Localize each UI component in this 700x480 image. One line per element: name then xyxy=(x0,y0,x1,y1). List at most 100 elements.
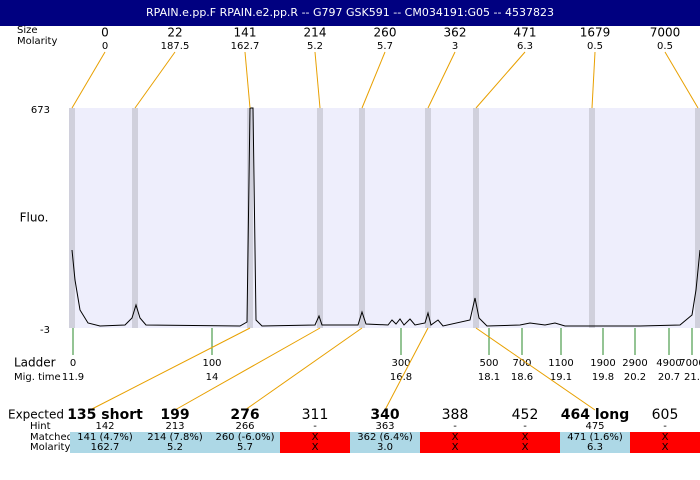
peak-molarity: 5.2 xyxy=(307,41,323,52)
peak-connector xyxy=(314,51,321,109)
hint: - xyxy=(523,421,527,432)
matched-cell xyxy=(560,432,630,453)
match-connector xyxy=(174,327,321,411)
ladder-time: 21. xyxy=(684,372,700,383)
expected: 199 xyxy=(160,407,189,423)
peak-band xyxy=(473,108,479,328)
expected: 388 xyxy=(442,407,469,423)
matched: 471 (1.6%) xyxy=(567,432,623,443)
molarity: X xyxy=(522,442,529,453)
molarity: X xyxy=(662,442,669,453)
ladder-size: 0 xyxy=(70,358,76,369)
peak-connector xyxy=(361,51,386,109)
trace xyxy=(71,107,700,327)
peak-connector xyxy=(244,51,251,109)
peak-molarity: 162.7 xyxy=(231,41,260,52)
hint: - xyxy=(663,421,667,432)
hint: 266 xyxy=(235,421,254,432)
peak-molarity: 187.5 xyxy=(161,41,190,52)
peak-band xyxy=(589,108,595,328)
ladder-time: 14 xyxy=(206,372,219,383)
peak-band xyxy=(425,108,431,328)
ladder-size: 100 xyxy=(202,358,221,369)
peak-molarity: 3 xyxy=(452,41,458,52)
peak-size: 22 xyxy=(167,26,182,40)
ladder-time: 19.1 xyxy=(550,372,572,383)
hint: 475 xyxy=(585,421,604,432)
peak-connector xyxy=(427,51,456,109)
ladder-time: 18.6 xyxy=(511,372,533,383)
expected: 311 xyxy=(302,407,329,423)
peak-molarity: 0.5 xyxy=(657,41,673,52)
y-label: Fluo. xyxy=(20,211,49,225)
peak-molarity: 5.7 xyxy=(377,41,393,52)
peak-band xyxy=(69,108,75,328)
molarity: 5.2 xyxy=(167,442,183,453)
ladder-time: 19.8 xyxy=(592,372,614,383)
hint: 363 xyxy=(375,421,394,432)
title-bar xyxy=(0,0,700,26)
peak-size: 1679 xyxy=(580,26,611,40)
expected: 464 long xyxy=(561,407,630,423)
molarity: 5.7 xyxy=(237,442,253,453)
matched-cell xyxy=(280,432,350,453)
plot-area xyxy=(70,108,700,328)
matched-cell xyxy=(210,432,280,453)
ladder-size: 4900 xyxy=(656,358,681,369)
expected: 340 xyxy=(370,407,399,423)
matched: X xyxy=(662,432,669,443)
matched: 362 (6.4%) xyxy=(357,432,413,443)
peak-size: 362 xyxy=(444,26,467,40)
ladder-size: 700 xyxy=(512,358,531,369)
row-label: Expected xyxy=(8,408,64,422)
peak-molarity: 0.5 xyxy=(587,41,603,52)
matched-cell xyxy=(350,432,420,453)
peak-connector xyxy=(71,51,106,109)
row-label: Matched xyxy=(30,432,73,443)
ladder-time: 11.9 xyxy=(62,372,84,383)
matched-cell xyxy=(140,432,210,453)
expected: 276 xyxy=(230,407,259,423)
hint: - xyxy=(313,421,317,432)
expected: 605 xyxy=(652,407,679,423)
ladder-time: 18.1 xyxy=(478,372,500,383)
matched: 214 (7.8%) xyxy=(147,432,203,443)
peak-molarity: 6.3 xyxy=(517,41,533,52)
peak-molarity: 0 xyxy=(102,41,108,52)
matched-cell xyxy=(630,432,700,453)
molarity-label: Molarity xyxy=(17,36,57,47)
matched-cell xyxy=(420,432,490,453)
ladder-size: 300 xyxy=(391,358,410,369)
peak-size: 7000 xyxy=(650,26,681,40)
matched: X xyxy=(522,432,529,443)
molarity: 3.0 xyxy=(377,442,393,453)
ladder-size: 7000 xyxy=(679,358,700,369)
hint: 213 xyxy=(165,421,184,432)
peak-connector xyxy=(134,51,176,109)
expected: 452 xyxy=(512,407,539,423)
peak-band xyxy=(317,108,323,328)
peak-connector xyxy=(475,51,526,109)
ladder-size: 1100 xyxy=(548,358,573,369)
matched: X xyxy=(312,432,319,443)
peak-band xyxy=(359,108,365,328)
peak-connector xyxy=(664,51,699,109)
hint: - xyxy=(453,421,457,432)
ladder-time: 16.8 xyxy=(390,372,412,383)
match-connector xyxy=(89,327,251,411)
peak-band xyxy=(247,108,253,328)
time-label: Mig. time xyxy=(14,372,61,383)
matched-cell xyxy=(70,432,140,453)
matched-cell xyxy=(490,432,560,453)
peak-connector xyxy=(591,51,596,109)
hint: 142 xyxy=(95,421,114,432)
size-label: Size xyxy=(17,25,38,36)
peak-size: 141 xyxy=(234,26,257,40)
matched: X xyxy=(452,432,459,443)
y-top: 673 xyxy=(31,105,50,116)
row-label: Molarity xyxy=(30,442,70,453)
peak-size: 214 xyxy=(304,26,327,40)
matched: 260 (-6.0%) xyxy=(215,432,274,443)
match-connector xyxy=(244,327,363,411)
